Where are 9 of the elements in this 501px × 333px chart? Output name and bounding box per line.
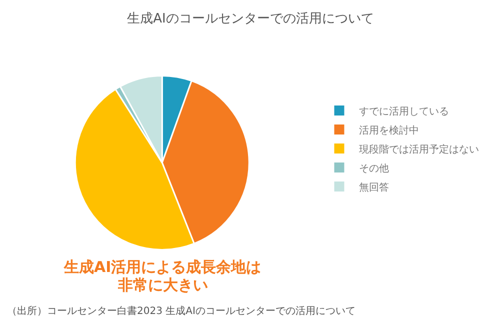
chart-title: 生成AIのコールセンターでの活用について	[127, 11, 374, 26]
legend-label: 現段階では活用予定はない	[359, 143, 480, 156]
text: 非常に大きい	[117, 276, 208, 294]
legend-label: 活用を検討中	[359, 124, 420, 136]
legend-label: すでに活用している	[359, 105, 450, 118]
legend-label: 無回答	[359, 181, 390, 194]
legend-label: その他	[359, 162, 390, 174]
text: （出所）コールセンター白書2023 生成AIのコールセンターでの活用について	[7, 305, 356, 317]
text: 生成AI活用による成長余地は	[63, 258, 262, 276]
